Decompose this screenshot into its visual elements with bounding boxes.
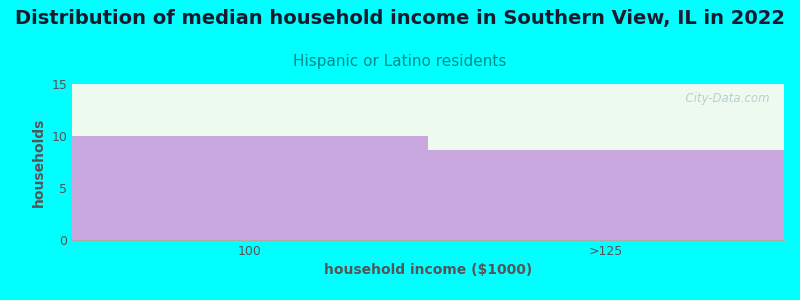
X-axis label: household income ($1000): household income ($1000) xyxy=(324,263,532,278)
Bar xyxy=(428,149,784,240)
Y-axis label: households: households xyxy=(32,117,46,207)
Bar xyxy=(72,136,428,240)
Text: Hispanic or Latino residents: Hispanic or Latino residents xyxy=(294,54,506,69)
Text: City-Data.com: City-Data.com xyxy=(678,92,770,105)
Text: Distribution of median household income in Southern View, IL in 2022: Distribution of median household income … xyxy=(15,9,785,28)
